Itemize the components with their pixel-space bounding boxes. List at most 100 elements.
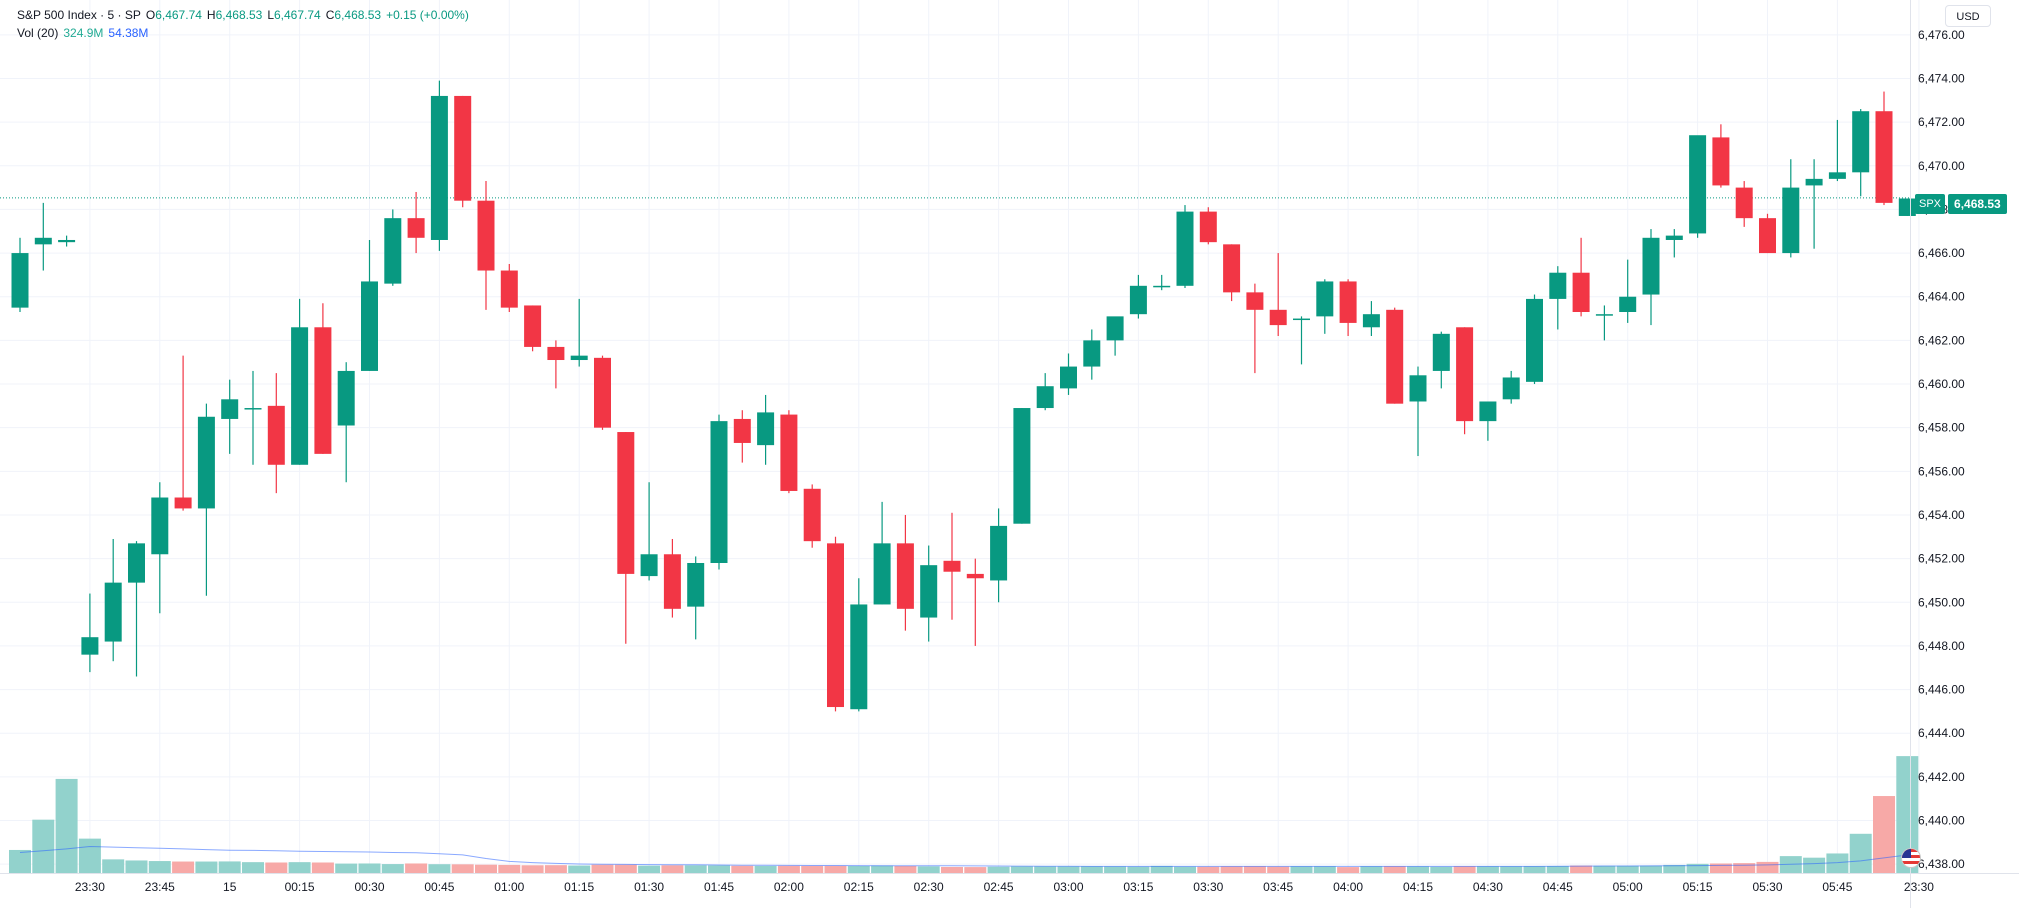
candle bbox=[430, 80, 448, 251]
symbol-title[interactable]: S&P 500 Index · 5 · SP bbox=[17, 8, 141, 22]
candle bbox=[81, 593, 99, 673]
candle-body bbox=[1432, 333, 1450, 371]
time-tick-label: 05:15 bbox=[1683, 880, 1713, 894]
candle-body bbox=[617, 432, 635, 574]
volume-bar bbox=[661, 865, 684, 873]
close-label: C bbox=[325, 8, 335, 22]
candle-body bbox=[1712, 137, 1730, 186]
volume-bar bbox=[1010, 866, 1033, 873]
volume-bar bbox=[288, 862, 311, 873]
volume-bar bbox=[1034, 866, 1057, 873]
candle-body bbox=[1735, 187, 1753, 219]
time-axis[interactable]: 23:30 23:45 15 00:15 00:30 00:45 01:00 01:15 01:… bbox=[0, 873, 2019, 895]
last-price-symbol: SPX bbox=[1915, 194, 1946, 214]
volume-bar bbox=[195, 861, 218, 873]
candle bbox=[477, 181, 495, 310]
open-label: O bbox=[145, 8, 156, 22]
candle bbox=[337, 362, 355, 483]
candle-body bbox=[1502, 377, 1520, 400]
candle-body bbox=[1595, 314, 1613, 316]
time-tick-label: 03:15 bbox=[1123, 880, 1153, 894]
volume-bar bbox=[638, 865, 661, 873]
price-tick-label: 6,458.00 bbox=[1918, 421, 1965, 435]
candle bbox=[1106, 316, 1124, 356]
volume-bar bbox=[614, 864, 637, 873]
candle bbox=[943, 512, 961, 620]
volume-bar bbox=[1896, 756, 1919, 873]
candle bbox=[1502, 370, 1520, 404]
candle bbox=[58, 235, 76, 247]
price-tick-label: 6,454.00 bbox=[1918, 508, 1965, 522]
candle bbox=[1083, 329, 1101, 380]
candle-body bbox=[454, 95, 472, 201]
candle-body bbox=[1339, 281, 1357, 323]
candle-body bbox=[267, 405, 285, 465]
price-tick-label: 6,442.00 bbox=[1918, 770, 1965, 784]
price-tick-label: 6,448.00 bbox=[1918, 639, 1965, 653]
time-tick-label: 02:00 bbox=[774, 880, 804, 894]
candle bbox=[1199, 207, 1217, 245]
volume-bar bbox=[1500, 866, 1523, 873]
volume-label[interactable]: Vol (20) bbox=[17, 26, 59, 40]
time-tick-label: 01:45 bbox=[704, 880, 734, 894]
candle bbox=[128, 541, 145, 677]
candle-body bbox=[337, 370, 355, 426]
candle bbox=[291, 298, 309, 465]
time-tick-label: 01:15 bbox=[564, 880, 594, 894]
candle-body bbox=[314, 327, 332, 454]
candle bbox=[34, 202, 52, 271]
candle-body bbox=[11, 253, 29, 308]
time-tick-label: 00:15 bbox=[285, 880, 315, 894]
candle bbox=[873, 501, 891, 605]
candle-body bbox=[34, 237, 52, 245]
time-tick-label: 02:15 bbox=[844, 880, 874, 894]
price-tick-label: 6,450.00 bbox=[1918, 595, 1965, 609]
price-tick-label: 6,456.00 bbox=[1918, 464, 1965, 478]
currency-button[interactable]: USD bbox=[1945, 5, 1991, 27]
time-tick-label: 05:30 bbox=[1752, 880, 1782, 894]
candle-body bbox=[1013, 408, 1031, 524]
candle-body bbox=[1223, 244, 1241, 293]
price-axis[interactable]: 6,438.00 6,440.00 6,442.00 6,444.00 6,446.00… bbox=[1910, 0, 1966, 908]
high-value: 6,468.53 bbox=[215, 8, 263, 22]
time-tick-label: 02:45 bbox=[984, 880, 1014, 894]
volume-bar bbox=[1756, 861, 1779, 873]
time-tick-label: 03:00 bbox=[1053, 880, 1083, 894]
volume-value: 324.9M bbox=[63, 26, 104, 40]
price-tick-label: 6,452.00 bbox=[1918, 552, 1965, 566]
candle bbox=[174, 355, 192, 511]
price-tick-label: 6,470.00 bbox=[1918, 159, 1965, 173]
volume-bar bbox=[987, 866, 1010, 873]
candle-body bbox=[1362, 314, 1380, 328]
candle bbox=[1759, 213, 1776, 254]
volume-bar bbox=[777, 865, 800, 873]
volume-bar bbox=[731, 865, 754, 873]
candle-body bbox=[1269, 309, 1287, 326]
volume-bar bbox=[1174, 866, 1196, 873]
candle-body bbox=[1852, 111, 1870, 173]
candle-body bbox=[1293, 318, 1310, 321]
candle bbox=[1572, 237, 1590, 317]
candle-body bbox=[1199, 211, 1217, 243]
volume-bar bbox=[1057, 866, 1080, 873]
candle-body bbox=[174, 497, 192, 509]
volume-bar bbox=[78, 838, 101, 873]
price-tick-label: 6,444.00 bbox=[1918, 726, 1965, 740]
us-flag-icon[interactable] bbox=[1901, 848, 1921, 868]
candle bbox=[314, 303, 332, 454]
candle bbox=[1642, 229, 1660, 326]
candles bbox=[11, 80, 1916, 712]
volume-bars bbox=[9, 756, 1919, 873]
candle-body bbox=[1246, 292, 1264, 310]
candle bbox=[1828, 119, 1846, 182]
volume-bar bbox=[1849, 833, 1872, 873]
candle-body bbox=[896, 543, 914, 609]
candle bbox=[1129, 274, 1147, 319]
candle-body bbox=[221, 399, 239, 419]
time-tick-label: 03:45 bbox=[1263, 880, 1293, 894]
volume-bar bbox=[941, 866, 963, 873]
candle-body bbox=[104, 582, 122, 642]
volume-bar bbox=[358, 863, 381, 873]
time-tick-label: 04:15 bbox=[1403, 880, 1433, 894]
